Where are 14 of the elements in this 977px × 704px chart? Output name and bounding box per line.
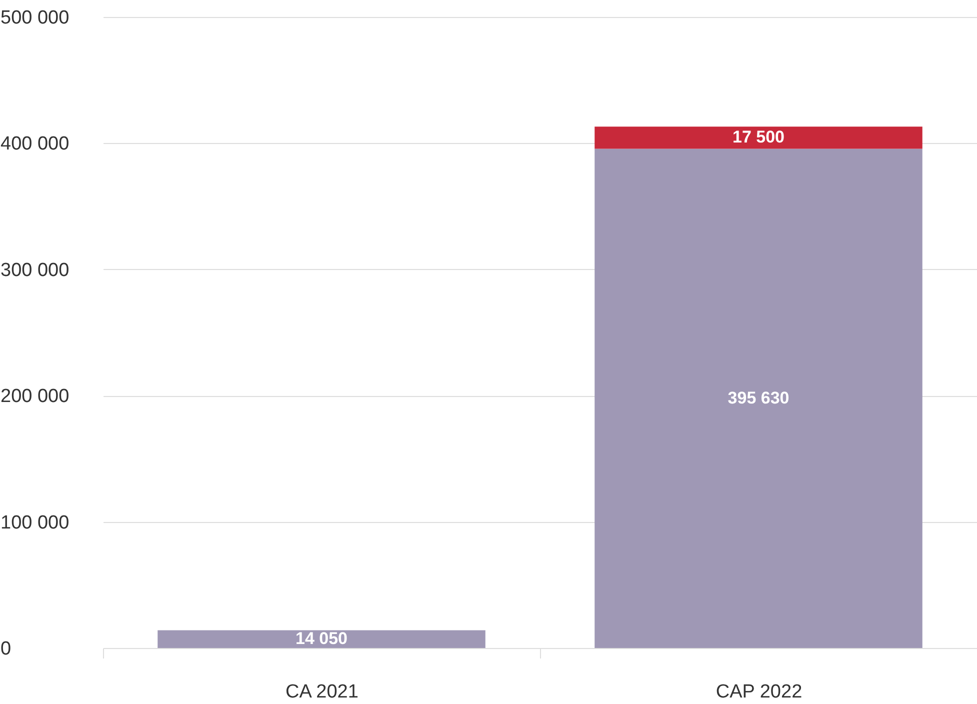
y-tick-label: 200 000 bbox=[0, 386, 70, 408]
data-label: 395 630 bbox=[728, 388, 790, 408]
bar bbox=[594, 126, 922, 149]
bar bbox=[158, 630, 486, 648]
y-tick-label: 400 000 bbox=[0, 134, 70, 155]
data-label: 14 050 bbox=[296, 629, 348, 648]
data-label: 17 500 bbox=[732, 128, 784, 147]
y-tick-label: 0 bbox=[0, 638, 12, 660]
y-tick-label: 500 000 bbox=[0, 8, 70, 28]
y-tick-label: 100 000 bbox=[0, 512, 70, 534]
bar bbox=[594, 148, 922, 648]
y-tick-label: 300 000 bbox=[0, 260, 70, 281]
x-tick-label: CAP 2022 bbox=[716, 682, 802, 702]
x-tick-label: CA 2021 bbox=[286, 682, 358, 702]
